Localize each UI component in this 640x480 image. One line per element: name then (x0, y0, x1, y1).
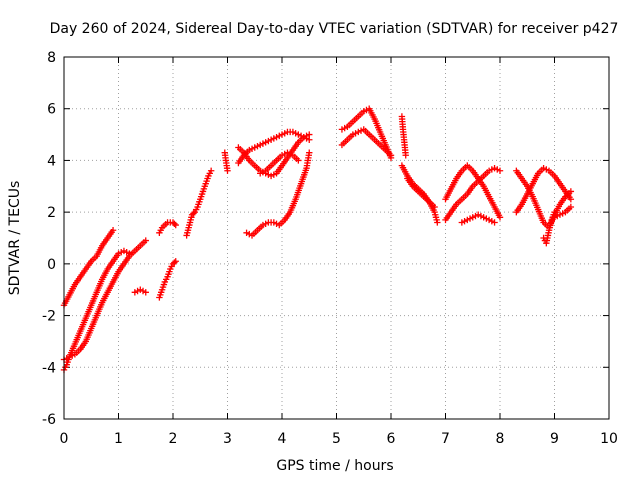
y-tick-label: 4 (47, 153, 56, 169)
x-tick-label: 0 (60, 431, 69, 447)
data-point-seg-r (496, 214, 504, 221)
data-point-seg-t (491, 219, 498, 226)
data-point-seg-u (567, 188, 575, 195)
x-tick-label: 6 (387, 431, 396, 447)
y-tick-label: 2 (47, 205, 56, 221)
data-point-seg-g (190, 210, 197, 217)
x-tick-label: 9 (550, 431, 559, 447)
y-tick-label: 0 (47, 257, 56, 273)
x-tick-label: 1 (114, 431, 123, 447)
data-point-seg-s (496, 167, 504, 174)
data-point-seg-f (172, 221, 179, 229)
y-tick-label: 6 (47, 102, 56, 118)
data-point-seg-p (434, 219, 441, 226)
data-point-seg-a (109, 227, 117, 234)
data-point-seg-k (306, 149, 313, 156)
data-point-seg-j (306, 136, 313, 143)
data-point-seg-o (402, 152, 409, 159)
data-point-seg-f (171, 220, 178, 227)
y-tick-label: 8 (47, 50, 56, 66)
data-point-seg-v (567, 196, 575, 203)
y-tick-label: -2 (42, 309, 56, 325)
y-tick-label: -4 (42, 360, 56, 376)
y-tick-label: -6 (42, 412, 56, 428)
data-point-seg-d (142, 289, 149, 296)
x-tick-label: 10 (600, 431, 618, 447)
x-tick-label: 3 (223, 431, 232, 447)
data-point-seg-n (387, 152, 395, 159)
plot-frame (63, 56, 610, 420)
tick-labels: 0 1 2 3 4 5 6 7 8 9 10 -6 -4 -2 0 2 4 6 8 (42, 50, 618, 447)
x-tick-label: 2 (169, 431, 178, 447)
data-points (60, 105, 575, 374)
x-tick-label: 5 (332, 431, 341, 447)
x-tick-label: 8 (496, 431, 505, 447)
data-point-seg-e (172, 258, 179, 265)
chart-title: Day 260 of 2024, Sidereal Day-to-day VTE… (50, 21, 619, 37)
grid (64, 57, 609, 419)
x-axis-label: GPS time / hours (276, 458, 393, 474)
data-point-seg-q (431, 203, 438, 211)
data-point-seg-x (567, 203, 575, 211)
data-point-seg-c (142, 237, 149, 244)
data-point-seg-h (224, 167, 231, 174)
data-point-seg-g (207, 167, 215, 174)
data-point-seg-l (295, 157, 302, 164)
y-axis-label: SDTVAR / TECUs (7, 181, 23, 296)
data-point-seg-e (171, 259, 178, 266)
x-tick-label: 7 (441, 431, 450, 447)
x-tick-label: 4 (278, 431, 287, 447)
